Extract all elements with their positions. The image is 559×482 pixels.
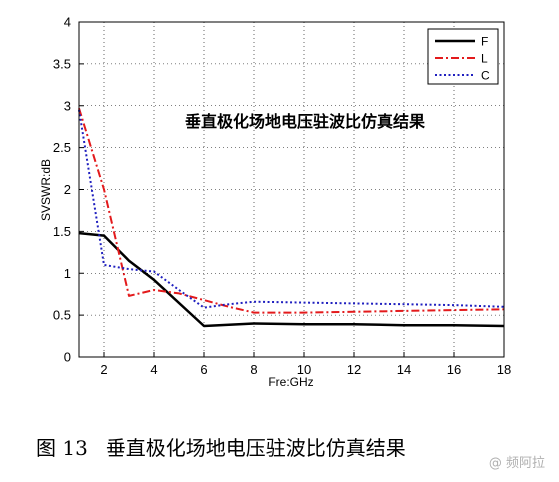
x-tick-label: 12 xyxy=(347,362,361,377)
series-line-L xyxy=(78,108,505,314)
x-tick-label: 6 xyxy=(200,362,207,377)
figure-caption-text: 垂直极化场地电压驻波比仿真结果 xyxy=(105,436,406,460)
x-tick-label: 16 xyxy=(447,362,461,377)
series-line-C xyxy=(78,109,505,309)
figure-caption: 图 13 垂直极化场地电压驻波比仿真结果 xyxy=(0,432,559,461)
y-ticks: 0 0.5 1 1.5 2 2.5 3 3.5 4 xyxy=(53,15,84,365)
figure-number: 图 13 xyxy=(36,436,88,460)
x-tick-label: 14 xyxy=(397,362,411,377)
watermark: @ 频阿拉 xyxy=(488,456,545,471)
x-tick-label: 4 xyxy=(150,362,157,377)
grid xyxy=(79,22,505,357)
y-tick-label: 0 xyxy=(64,350,71,365)
legend-label-C: C xyxy=(481,69,490,83)
y-tick-label: 3.5 xyxy=(53,56,71,71)
y-tick-label: 2 xyxy=(64,182,71,197)
x-ticks: 2 4 6 8 10 12 14 16 18 xyxy=(100,352,511,377)
y-tick-label: 1.5 xyxy=(53,224,71,239)
y-tick-label: 3 xyxy=(64,98,71,113)
x-tick-label: 10 xyxy=(297,362,311,377)
legend-label-L: L xyxy=(481,52,488,66)
y-tick-label: 4 xyxy=(64,15,71,30)
legend: FLC xyxy=(427,28,499,85)
y-axis-label: SVSWR:dB xyxy=(39,159,53,221)
chart-inner-title: 垂直极化场地电压驻波比仿真结果 xyxy=(185,112,425,131)
series-layer xyxy=(78,108,505,328)
x-tick-label: 2 xyxy=(100,362,107,377)
x-tick-label: 8 xyxy=(250,362,257,377)
chart: 2 4 6 8 10 12 14 16 18 0 0.5 1 1.5 2 2.5 3 3.5 4 垂直极化场地电… xyxy=(39,15,511,390)
x-axis-label: Fre:GHz xyxy=(268,375,313,389)
y-tick-label: 1 xyxy=(64,266,71,281)
series-line-F xyxy=(78,231,505,328)
x-tick-label: 18 xyxy=(497,362,511,377)
y-tick-label: 2.5 xyxy=(53,140,71,155)
y-tick-label: 0.5 xyxy=(53,308,71,323)
legend-label-F: F xyxy=(481,35,488,49)
